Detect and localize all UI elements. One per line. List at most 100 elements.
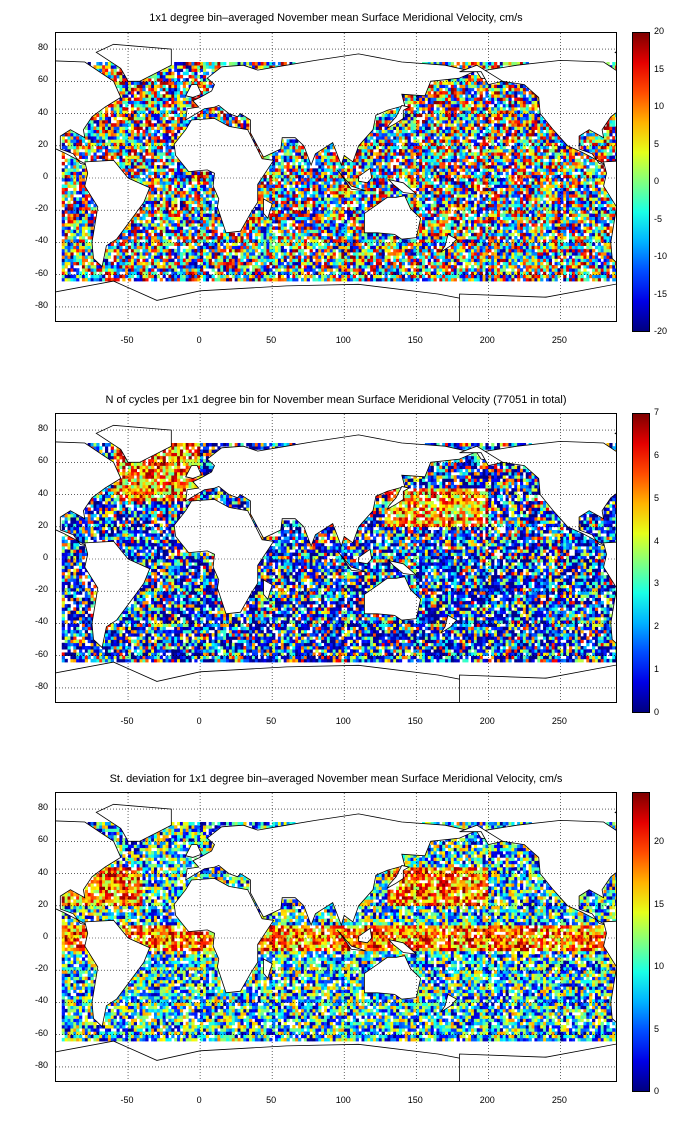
data-cell (430, 232, 434, 237)
data-cell (592, 265, 596, 269)
data-cell (367, 271, 371, 275)
data-cell (551, 200, 555, 205)
data-cell (522, 232, 527, 237)
data-cell (580, 190, 584, 195)
data-cell (450, 216, 455, 221)
data-cell (433, 171, 437, 176)
data-cell (280, 252, 284, 256)
data-cell (580, 271, 584, 275)
data-cell (378, 255, 382, 259)
data-cell (200, 248, 204, 253)
data-cell (433, 190, 437, 195)
data-cell (574, 194, 578, 198)
data-cell (447, 210, 452, 214)
data-cell (79, 226, 83, 230)
data-cell (471, 268, 475, 272)
data-cell (295, 274, 299, 279)
data-cell (505, 265, 509, 269)
data-cell (300, 232, 305, 237)
data-cell (87, 216, 91, 221)
data-cell (594, 274, 599, 279)
data-cell (263, 190, 267, 195)
data-cell (295, 210, 299, 214)
data-cell (398, 239, 403, 243)
data-cell (476, 219, 480, 224)
data-cell (381, 265, 385, 269)
data-cell (491, 277, 495, 282)
data-cell (352, 223, 357, 227)
data-cell (205, 223, 210, 227)
data-cell (612, 268, 616, 272)
data-cell (174, 265, 178, 269)
data-cell (326, 213, 331, 217)
data-cell (390, 252, 394, 256)
data-cell (606, 258, 610, 263)
data-cell (485, 252, 489, 256)
data-cell (387, 261, 391, 266)
data-cell (260, 213, 264, 217)
data-cell (522, 226, 527, 230)
data-cell (592, 274, 596, 279)
data-cell (217, 219, 221, 224)
data-cell (159, 265, 163, 269)
data-cell (292, 216, 296, 221)
data-cell (277, 277, 282, 282)
data-cell (468, 274, 472, 279)
data-cell (179, 232, 184, 237)
data-cell (200, 174, 204, 179)
data-cell (502, 268, 506, 272)
data-cell (292, 223, 296, 227)
data-cell (168, 242, 172, 246)
data-cell (361, 232, 365, 237)
data-cell (347, 245, 351, 250)
data-cell (214, 242, 218, 246)
data-cell (116, 252, 120, 256)
data-cell (338, 232, 342, 237)
data-cell (321, 252, 325, 256)
data-cell (168, 181, 172, 185)
data-cell (177, 245, 181, 250)
data-cell (191, 210, 195, 214)
data-cell (586, 197, 590, 201)
data-cell (171, 232, 175, 237)
data-cell (321, 274, 325, 279)
data-cell (586, 245, 590, 250)
data-cell (67, 271, 71, 275)
data-cell (142, 245, 146, 250)
data-cell (349, 207, 354, 211)
data-cell (424, 194, 429, 198)
data-cell (592, 174, 596, 179)
data-cell (373, 194, 377, 198)
data-cell (531, 203, 535, 208)
data-cell (554, 207, 558, 211)
data-cell (208, 171, 212, 176)
data-cell (592, 229, 596, 234)
data-cell (165, 197, 169, 201)
data-cell (70, 274, 74, 279)
data-cell (534, 200, 538, 205)
data-cell (220, 252, 224, 256)
data-cell (445, 203, 449, 208)
data-cell (116, 245, 120, 250)
data-cell (277, 245, 282, 250)
data-cell (168, 178, 172, 182)
data-cell (543, 190, 547, 195)
data-cell (249, 277, 253, 282)
data-cell (352, 261, 357, 266)
data-cell (364, 232, 368, 237)
data-cell (289, 226, 293, 230)
data-cell (165, 261, 169, 266)
data-cell (165, 187, 169, 192)
data-cell (263, 232, 267, 237)
data-cell (156, 194, 161, 198)
data-cell (494, 232, 498, 237)
data-cell (473, 277, 478, 282)
data-cell (600, 216, 604, 221)
data-cell (70, 194, 74, 198)
data-cell (326, 274, 331, 279)
data-cell (283, 242, 287, 246)
data-cell (436, 248, 440, 253)
data-cell (430, 248, 434, 253)
data-cell (254, 258, 259, 263)
data-cell (494, 213, 498, 217)
